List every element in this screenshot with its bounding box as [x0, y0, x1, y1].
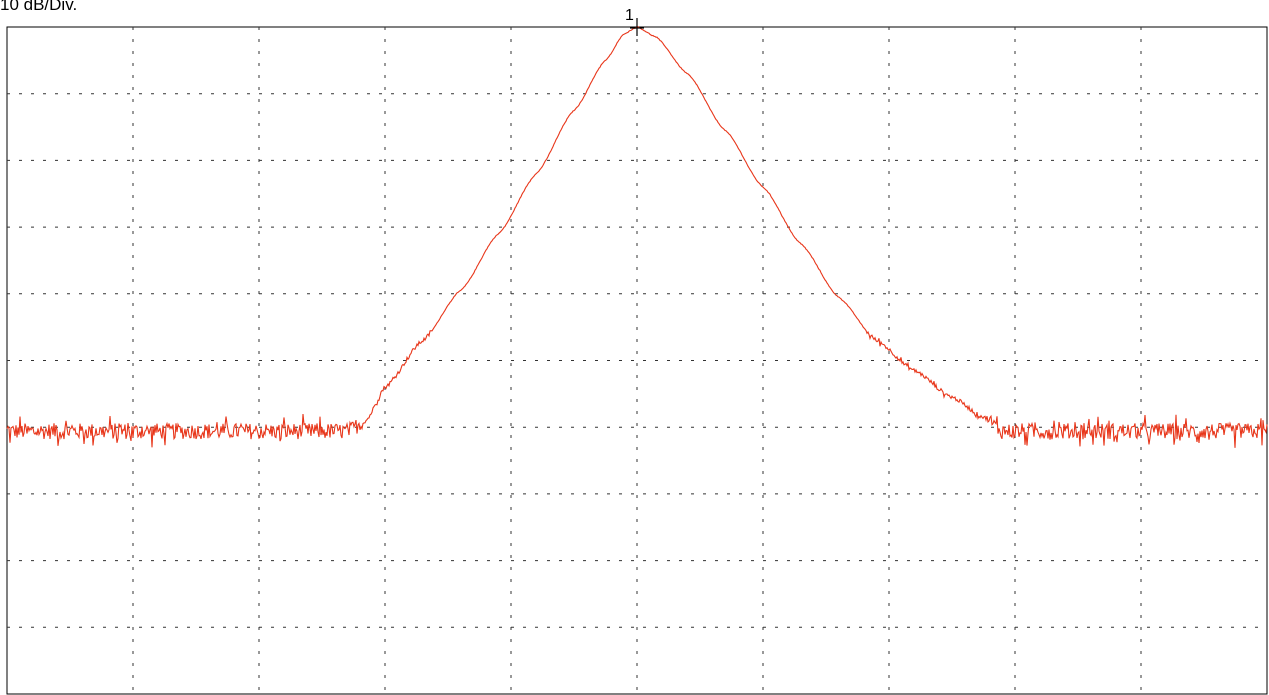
marker-layer: 1 [625, 7, 644, 36]
marker-1: 1 [625, 7, 644, 36]
marker-label: 1 [625, 7, 634, 24]
scale-label: 10 dB/Div. [0, 0, 78, 14]
plot-frame [6, 26, 1268, 695]
